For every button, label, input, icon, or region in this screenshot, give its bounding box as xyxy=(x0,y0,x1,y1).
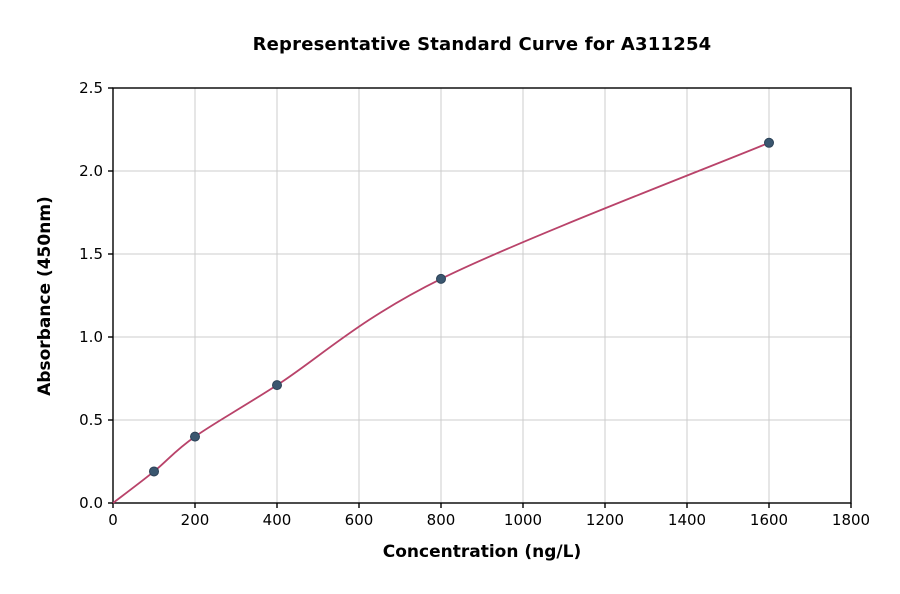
y-tick-label: 0.0 xyxy=(79,494,103,512)
chart-title: Representative Standard Curve for A31125… xyxy=(252,34,712,55)
x-axis-label: Concentration (ng/L) xyxy=(382,542,582,562)
data-point xyxy=(436,273,446,284)
plot-border xyxy=(112,87,852,504)
data-point xyxy=(149,466,159,477)
x-tick-label: 0 xyxy=(108,511,118,529)
x-tick-label: 1400 xyxy=(668,511,706,529)
data-point xyxy=(272,380,282,391)
data-point xyxy=(190,431,200,442)
y-tick-label: 2.0 xyxy=(79,162,103,180)
y-axis-label: Absorbance (450nm) xyxy=(35,196,55,396)
x-tick-label: 200 xyxy=(181,511,210,529)
x-tick-label: 1200 xyxy=(586,511,624,529)
x-tick-label: 400 xyxy=(263,511,292,529)
x-tick-label: 1800 xyxy=(832,511,870,529)
y-tick-label: 2.5 xyxy=(79,79,103,97)
x-tick-label: 1000 xyxy=(504,511,542,529)
x-tick-label: 600 xyxy=(345,511,374,529)
x-tick-label: 800 xyxy=(427,511,456,529)
y-tick-label: 0.5 xyxy=(79,411,103,429)
y-tick-label: 1.5 xyxy=(79,245,103,263)
x-tick-label: 1600 xyxy=(750,511,788,529)
y-tick-label: 1.0 xyxy=(79,328,103,346)
data-point xyxy=(764,137,774,148)
